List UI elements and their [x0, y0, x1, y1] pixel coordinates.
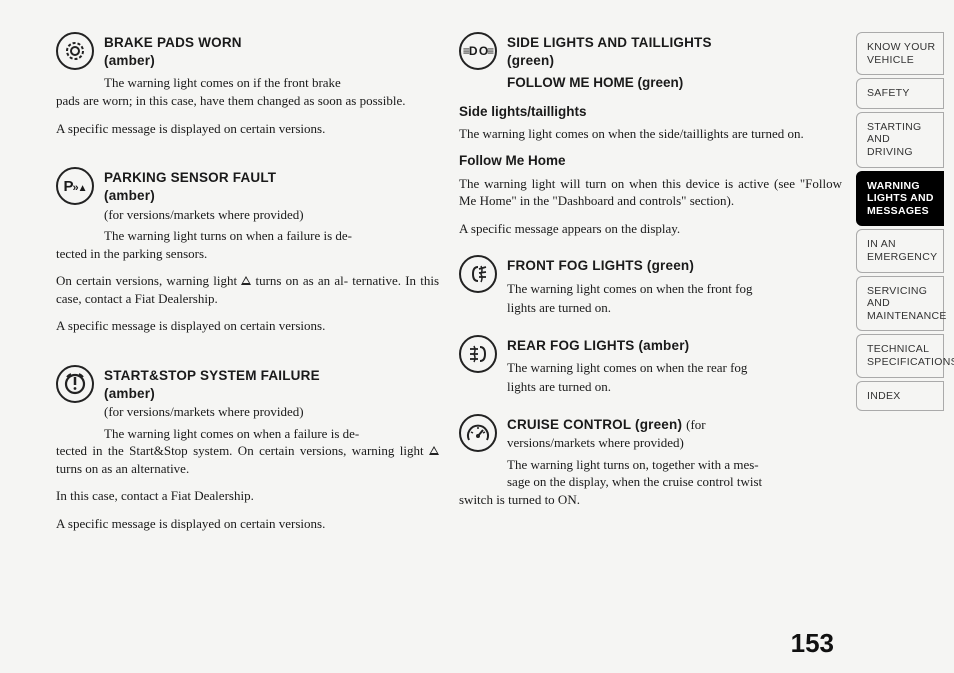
content-columns: BRAKE PADS WORN (amber) The warning ligh…: [56, 32, 842, 653]
section-head: CRUISE CONTROL (green) (for versions/mar…: [459, 414, 842, 452]
section-head: START&STOP SYSTEM FAILURE (amber) (for v…: [56, 365, 439, 421]
text-line: sage on the display, when the cruise con…: [459, 473, 842, 491]
section-title-2: FOLLOW ME HOME (green): [507, 74, 842, 92]
body-text: The warning light turns on, together wit…: [459, 456, 842, 509]
section-note: (for versions/markets where provided): [104, 206, 304, 224]
body-text: The warning light comes on if the front …: [56, 74, 439, 137]
paragraph: The warning light turns on, together wit…: [459, 456, 842, 509]
rear-fog-icon: [459, 335, 497, 373]
section-title: BRAKE PADS WORN: [104, 34, 242, 52]
body-text: The warning light turns on when a failur…: [56, 227, 439, 335]
subheading: Side lights/taillights: [459, 103, 842, 121]
paragraph: lights are turned on.: [459, 299, 842, 317]
tab-safety[interactable]: SAFETY: [856, 78, 944, 109]
paragraph: A specific message is displayed on certa…: [56, 120, 439, 138]
tab-know-vehicle[interactable]: KNOW YOUR VEHICLE: [856, 32, 944, 75]
section-subtitle: (green): [507, 52, 712, 70]
text-line: The warning light turns on when a failur…: [56, 227, 439, 245]
text-span: tected in the Start&Stop system. On cert…: [56, 443, 429, 458]
side-lights-icon: ≡D O≡: [459, 32, 497, 70]
warning-triangle-icon: [429, 446, 439, 455]
title-block: SIDE LIGHTS AND TAILLIGHTS (green): [507, 32, 712, 70]
tab-emergency[interactable]: IN AN EMERGENCY: [856, 229, 944, 272]
section-rear-fog: REAR FOG LIGHTS (amber) The warning ligh…: [459, 335, 842, 396]
title-block: BRAKE PADS WORN (amber): [104, 32, 242, 70]
subheading: Follow Me Home: [459, 152, 842, 170]
tab-starting-driving[interactable]: STARTING AND DRIVING: [856, 112, 944, 168]
text-span: turns on as an alternative.: [56, 461, 189, 476]
paragraph: lights are turned on.: [459, 378, 842, 396]
title-block: CRUISE CONTROL (green) (for versions/mar…: [507, 414, 706, 452]
section-front-fog: FRONT FOG LIGHTS (green) The warning lig…: [459, 255, 842, 316]
front-fog-icon: [459, 255, 497, 293]
warning-triangle-icon: [241, 276, 251, 285]
section-head: ≡D O≡ SIDE LIGHTS AND TAILLIGHTS (green): [459, 32, 842, 70]
paragraph: The warning light turns on when a failur…: [56, 227, 439, 262]
paragraph: The warning light comes on when the side…: [459, 125, 842, 143]
section-title: FRONT FOG LIGHTS (green): [507, 257, 753, 275]
section-parking-sensor: P»▲ PARKING SENSOR FAULT (amber) (for ve…: [56, 167, 439, 335]
text-line: switch is turned to ON.: [459, 492, 580, 507]
tab-servicing[interactable]: SERVICING AND MAINTENANCE: [856, 276, 944, 332]
text-line: The warning light turns on, together wit…: [459, 456, 842, 474]
text-line: The warning light comes on when the fron…: [507, 280, 753, 298]
paragraph: In this case, contact a Fiat Dealership.: [56, 487, 439, 505]
section-head: P»▲ PARKING SENSOR FAULT (amber) (for ve…: [56, 167, 439, 223]
text-line: The warning light comes on when the rear…: [507, 359, 747, 377]
page-number: 153: [791, 628, 834, 659]
section-start-stop: START&STOP SYSTEM FAILURE (amber) (for v…: [56, 365, 439, 533]
title-block: START&STOP SYSTEM FAILURE (amber) (for v…: [104, 365, 320, 421]
text-line: The warning light comes on when a failur…: [56, 425, 439, 443]
brake-pads-icon: [56, 32, 94, 70]
paragraph: The warning light comes on when a failur…: [56, 425, 439, 478]
section-title: PARKING SENSOR FAULT: [104, 169, 304, 187]
section-head: BRAKE PADS WORN (amber): [56, 32, 439, 70]
section-title: REAR FOG LIGHTS (amber): [507, 337, 747, 355]
section-title: CRUISE CONTROL (green): [507, 417, 686, 432]
text-line: The warning light comes on if the front …: [56, 74, 439, 92]
tab-warning-lights[interactable]: WARNING LIGHTS AND MESSAGES: [856, 171, 944, 227]
text-line: lights are turned on.: [507, 300, 611, 315]
paragraph: A specific message appears on the displa…: [459, 220, 842, 238]
paragraph: The warning light will turn on when this…: [459, 175, 842, 210]
title-block: FRONT FOG LIGHTS (green) The warning lig…: [507, 255, 753, 297]
paragraph: A specific message is displayed on certa…: [56, 317, 439, 335]
section-subtitle: (amber): [104, 385, 320, 403]
section-subtitle: (amber): [104, 187, 304, 205]
text-span: On certain versions, warning light: [56, 273, 241, 288]
paragraph: On certain versions, warning light turns…: [56, 272, 439, 307]
body-text: The warning light comes on when a failur…: [56, 425, 439, 533]
section-head: REAR FOG LIGHTS (amber) The warning ligh…: [459, 335, 842, 377]
text-line: lights are turned on.: [507, 379, 611, 394]
title-block: REAR FOG LIGHTS (amber) The warning ligh…: [507, 335, 747, 377]
parking-sensor-icon: P»▲: [56, 167, 94, 205]
tab-technical-specs[interactable]: TECHNICAL SPECIFICATIONS: [856, 334, 944, 377]
section-side-lights: ≡D O≡ SIDE LIGHTS AND TAILLIGHTS (green)…: [459, 32, 842, 237]
section-note: (for versions/markets where provided): [104, 403, 320, 421]
start-stop-icon: [56, 365, 94, 403]
section-subtitle: (amber): [104, 52, 242, 70]
section-cruise-control: CRUISE CONTROL (green) (for versions/mar…: [459, 414, 842, 509]
title-block: PARKING SENSOR FAULT (amber) (for versio…: [104, 167, 304, 223]
section-title-row: CRUISE CONTROL (green) (for: [507, 416, 706, 434]
section-title: SIDE LIGHTS AND TAILLIGHTS: [507, 34, 712, 52]
paragraph: A specific message is displayed on certa…: [56, 515, 439, 533]
left-column: BRAKE PADS WORN (amber) The warning ligh…: [56, 32, 439, 653]
section-title: START&STOP SYSTEM FAILURE: [104, 367, 320, 385]
section-note: versions/markets where provided): [507, 434, 706, 452]
tab-index[interactable]: INDEX: [856, 381, 944, 412]
page-wrapper: BRAKE PADS WORN (amber) The warning ligh…: [0, 0, 954, 673]
text-line: tected in the parking sensors.: [56, 246, 207, 261]
text-line: pads are worn; in this case, have them c…: [56, 93, 405, 108]
cruise-control-icon: [459, 414, 497, 452]
section-brake-pads: BRAKE PADS WORN (amber) The warning ligh…: [56, 32, 439, 137]
section-note-inline: (for: [686, 417, 706, 432]
section-head: FRONT FOG LIGHTS (green) The warning lig…: [459, 255, 842, 297]
paragraph: The warning light comes on if the front …: [56, 74, 439, 109]
right-column: ≡D O≡ SIDE LIGHTS AND TAILLIGHTS (green)…: [459, 32, 842, 653]
sidebar-nav: KNOW YOUR VEHICLE SAFETY STARTING AND DR…: [856, 32, 954, 653]
